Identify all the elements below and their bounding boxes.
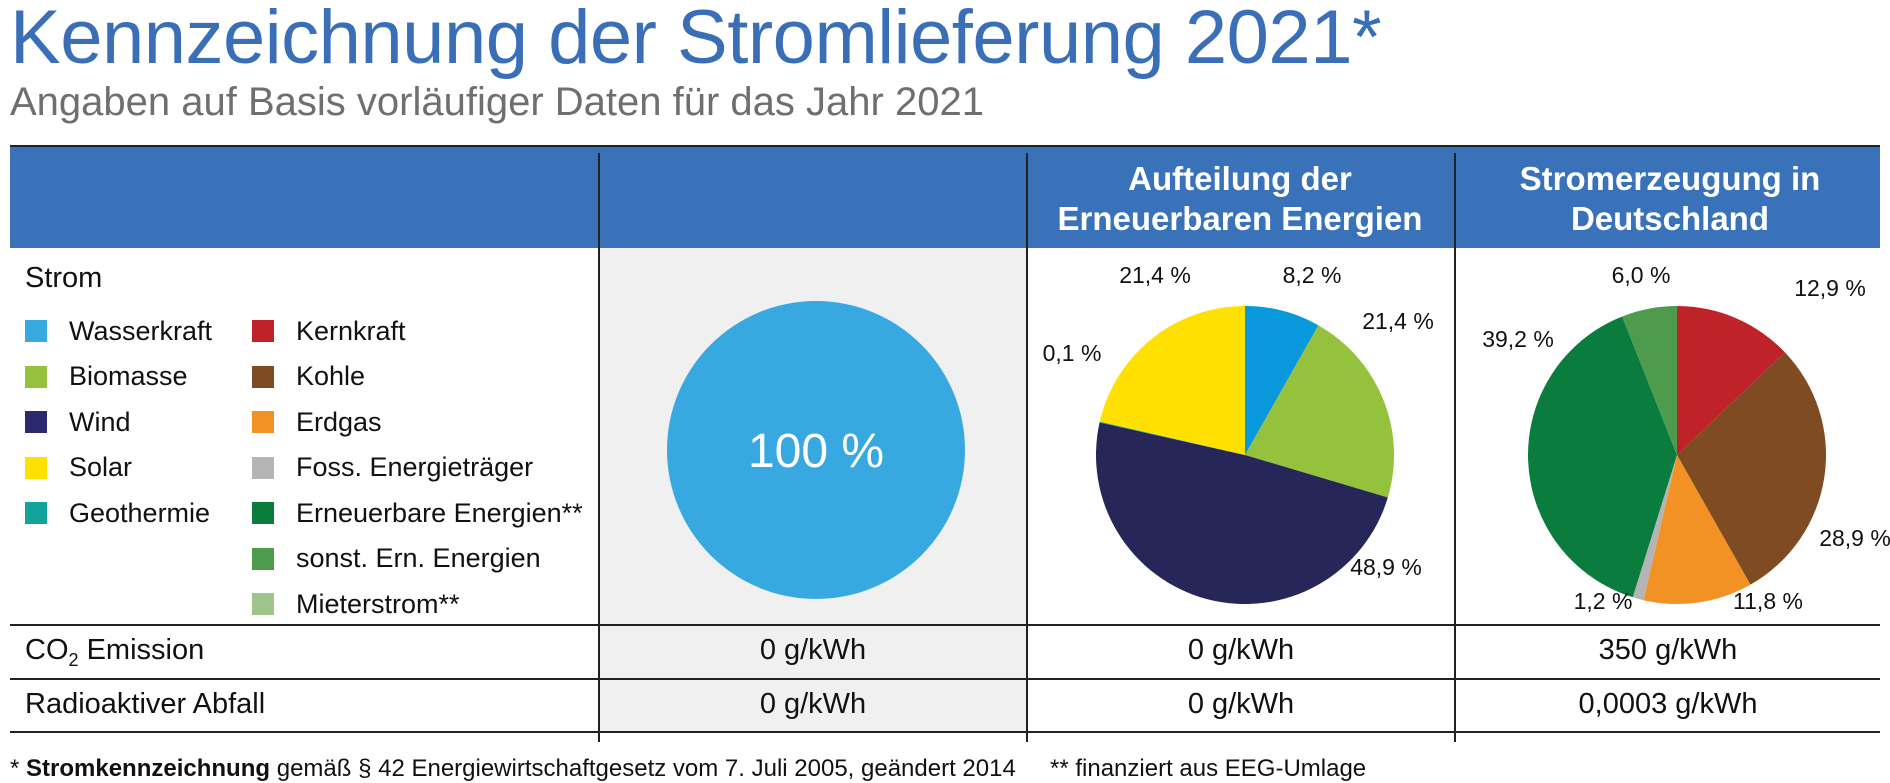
pie-slice xyxy=(1099,421,1245,455)
pie-value-label: 48,9 % xyxy=(1350,554,1422,580)
page-subtitle: Angaben auf Basis vorläufiger Daten für … xyxy=(10,80,984,124)
pie-slice xyxy=(1245,325,1394,498)
legend-item: Geothermie xyxy=(25,498,210,528)
pie-slice xyxy=(1677,352,1826,585)
legend-item: Erdgas xyxy=(252,407,382,437)
pie-slice xyxy=(1099,306,1245,455)
waste-value-germany: 0,0003 g/kWh xyxy=(1578,688,1758,720)
legend-item: Biomasse xyxy=(25,361,188,392)
pie-slice xyxy=(667,301,965,599)
pie-value-label: 21,4 % xyxy=(1362,308,1434,334)
legend-swatch xyxy=(252,320,274,342)
co2-row-label: CO2 Emission xyxy=(25,634,204,671)
legend-heading: Strom xyxy=(25,262,103,294)
footnote-eeg: ** finanziert aus EEG-Umlage xyxy=(1050,755,1367,782)
pie-slice xyxy=(1677,306,1785,455)
legend-item: Solar xyxy=(25,452,133,483)
legend-item: sonst. Ern. Energien xyxy=(252,543,541,574)
legend-item: Foss. Energieträger xyxy=(252,452,534,483)
co2-label-suffix: Emission xyxy=(78,634,205,666)
legend-swatch xyxy=(252,502,274,524)
pie-slice xyxy=(1096,422,1388,604)
page-title: Kennzeichnung der Stromlieferung 2021* xyxy=(10,0,1382,80)
header-renewables: Aufteilung der Erneuerbaren Energien xyxy=(1057,160,1423,237)
legend-swatch xyxy=(252,593,274,615)
co2-value-supplier: 0 g/kWh xyxy=(759,634,867,666)
legend-swatch xyxy=(25,456,47,479)
legend-item: Wind xyxy=(25,407,131,437)
waste-value-supplier: 0 g/kWh xyxy=(759,688,867,720)
legend-item: Erneuerbare Energien** xyxy=(252,498,583,528)
legend-item: Mieterstrom** xyxy=(252,589,460,619)
legend-label: Geothermie xyxy=(69,497,211,528)
waste-row-label: Radioaktiver Abfall xyxy=(25,688,266,720)
legend-swatch xyxy=(252,365,274,388)
pie-slice xyxy=(1632,455,1677,601)
pie-slice xyxy=(1245,306,1319,455)
co2-value-renewables: 0 g/kWh xyxy=(1187,634,1295,666)
legend-item: Kohle xyxy=(252,361,366,392)
legend-label: Biomasse xyxy=(69,361,188,391)
pie-slice xyxy=(1528,316,1677,598)
table-bottom-line xyxy=(10,731,1880,733)
legend-label: Kohle xyxy=(296,361,366,391)
pie-value-label: 6,0 % xyxy=(1612,262,1671,288)
pie-value-label: 8,2 % xyxy=(1283,262,1342,288)
pie-value-label: 28,9 % xyxy=(1819,525,1890,551)
footnote-bold: Stromkennzeichnung xyxy=(26,755,271,782)
table-top-line xyxy=(10,145,1880,147)
legend-swatch xyxy=(252,547,274,570)
pie-slice xyxy=(1643,455,1751,605)
legend-label: Mieterstrom** xyxy=(296,588,460,619)
legend-label: sonst. Ern. Energien xyxy=(296,543,541,573)
footnote-rest: gemäß § 42 Energiewirtschaftgesetz vom 7… xyxy=(270,755,1016,782)
legend-swatch xyxy=(25,320,47,342)
legend-item: Kernkraft xyxy=(252,316,406,346)
legend-label: Wasserkraft xyxy=(69,315,213,346)
legend-swatch xyxy=(252,456,274,479)
column-divider-1 xyxy=(598,153,600,742)
legend-label: Erdgas xyxy=(296,406,382,437)
row-divider-co2 xyxy=(10,678,1880,680)
legend-label: Solar xyxy=(69,452,133,482)
pie-value-label: 39,2 % xyxy=(1482,326,1554,352)
column-divider-2 xyxy=(1026,153,1028,742)
pie-value-label: 1,2 % xyxy=(1574,588,1633,614)
row-divider-legend xyxy=(10,624,1880,626)
pie-slice xyxy=(1622,306,1677,455)
waste-value-renewables: 0 g/kWh xyxy=(1187,688,1295,720)
pie-value-label: 0,1 % xyxy=(1043,340,1102,366)
legend-label: Foss. Energieträger xyxy=(296,452,534,482)
legend-swatch xyxy=(25,411,47,433)
co2-value-germany: 350 g/kWh xyxy=(1598,634,1738,666)
header-germany: Stromerzeugung in Deutschland xyxy=(1519,160,1821,237)
co2-label-prefix: CO xyxy=(25,634,69,666)
table-header-band xyxy=(10,146,1880,248)
legend-label: Wind xyxy=(69,406,131,437)
footnote-main: * Stromkennzeichnung gemäß § 42 Energiew… xyxy=(10,755,1016,783)
legend-label: Kernkraft xyxy=(296,315,406,346)
legend-swatch xyxy=(252,411,274,433)
footnote-prefix: * xyxy=(10,755,27,782)
legend-item: Wasserkraft xyxy=(25,316,212,346)
pie-value-label: 21,4 % xyxy=(1119,262,1191,288)
pie-value-label: 12,9 % xyxy=(1794,275,1866,301)
pie-value-label: 11,8 % xyxy=(1733,588,1803,614)
legend-label: Erneuerbare Energien** xyxy=(296,497,583,528)
column-divider-3 xyxy=(1454,153,1456,742)
legend-swatch xyxy=(25,502,47,524)
legend-swatch xyxy=(25,365,47,388)
pie-value-label: 100 % xyxy=(748,425,884,478)
co2-label-subscript: 2 xyxy=(68,649,79,670)
